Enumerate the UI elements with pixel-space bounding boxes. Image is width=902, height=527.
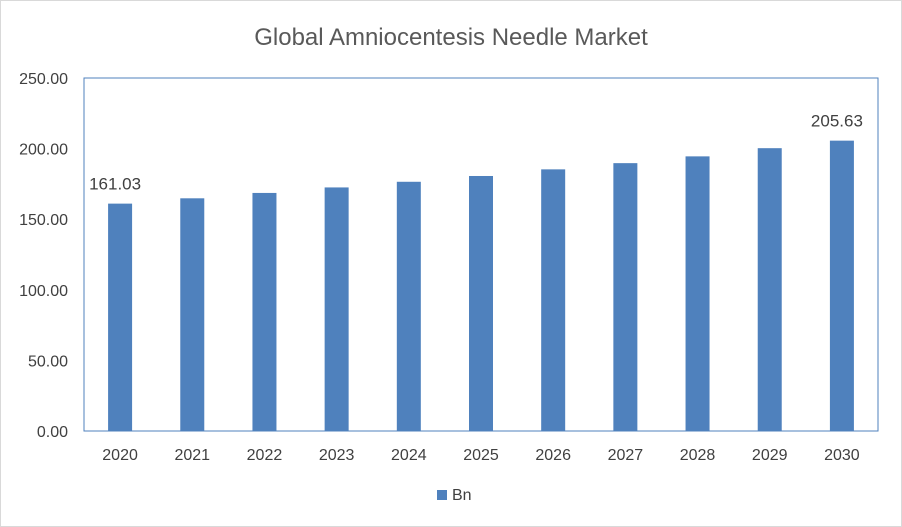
y-tick-label: 150.00 — [19, 212, 68, 229]
x-tick-label-2029: 2029 — [752, 447, 788, 464]
x-tick-label-2027: 2027 — [608, 447, 644, 464]
x-axis: 2020 2021 2022 2023 2024 2025 2026 2027 2028 2029… — [102, 447, 860, 464]
bar-2020 — [108, 203, 133, 431]
bar-2021 — [180, 198, 205, 431]
bar-2024 — [396, 181, 421, 431]
bar-2023 — [324, 187, 349, 431]
x-tick-label-2024: 2024 — [391, 447, 427, 464]
y-tick-label: 0.00 — [37, 424, 68, 441]
chart-title: Global Amniocentesis Needle Market — [254, 24, 648, 51]
bar-2030 — [829, 140, 854, 431]
legend-swatch-bn — [437, 490, 447, 500]
x-tick-label-2030: 2030 — [824, 447, 860, 464]
legend-label-bn: Bn — [452, 487, 472, 504]
bar-series — [108, 140, 854, 432]
bar-2027 — [613, 163, 638, 431]
x-tick-label-2023: 2023 — [319, 447, 355, 464]
data-label-2020: 161.03 — [89, 175, 141, 194]
y-tick-label: 100.00 — [19, 283, 68, 300]
x-tick-label-2025: 2025 — [463, 447, 499, 464]
y-tick-label: 200.00 — [19, 142, 68, 159]
x-tick-label-2022: 2022 — [247, 447, 283, 464]
data-labels: 161.03 205.63 — [89, 112, 863, 194]
data-label-2030: 205.63 — [811, 112, 863, 131]
bar-2028 — [685, 156, 710, 431]
y-tick-label: 250.00 — [19, 71, 68, 88]
y-axis: 0.00 50.00 100.00 150.00 200.00 250.00 — [19, 71, 68, 441]
bar-2029 — [757, 148, 782, 432]
y-tick-label: 50.00 — [28, 353, 68, 370]
x-tick-label-2021: 2021 — [174, 447, 210, 464]
x-tick-label-2028: 2028 — [680, 447, 716, 464]
x-tick-label-2026: 2026 — [535, 447, 571, 464]
legend: Bn — [437, 487, 472, 504]
bar-2025 — [469, 175, 493, 431]
bar-2022 — [252, 192, 277, 431]
bar-2026 — [541, 169, 566, 432]
x-tick-label-2020: 2020 — [102, 447, 138, 464]
